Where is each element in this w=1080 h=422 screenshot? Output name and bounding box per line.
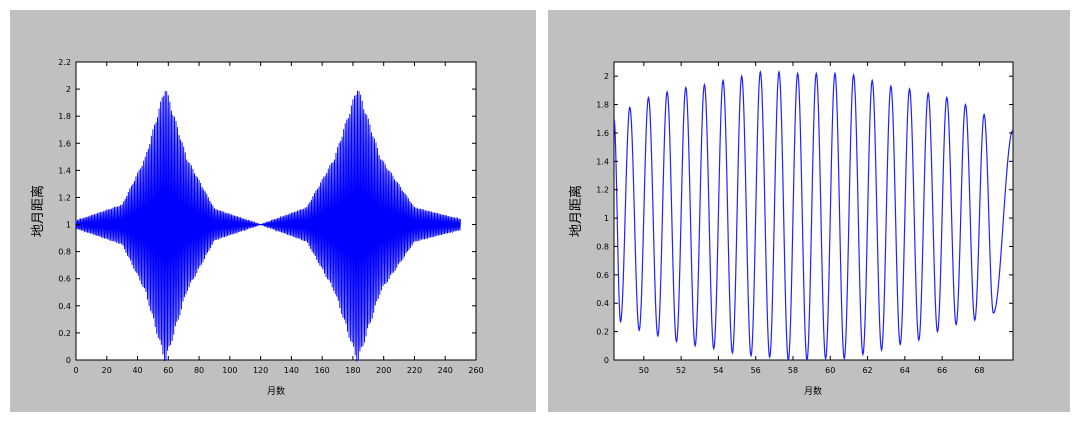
x-tick-label: 58: [788, 366, 798, 375]
x-tick-label: 62: [862, 366, 872, 375]
y-tick-label: 1.2: [58, 193, 71, 202]
x-axis-title-left: 月数: [267, 385, 285, 397]
y-tick-label: 2: [66, 85, 71, 94]
x-tick-label: 260: [468, 366, 483, 375]
chart-panel-left: 0 20 40 60 80 100 120 140 160 180 200 220 240 260 0 0.…: [10, 10, 536, 412]
y-tick-label: 1.4: [596, 157, 609, 166]
y-tick-label: 0.8: [58, 248, 71, 257]
y-tick-label: 0.6: [596, 271, 609, 280]
x-axis-right: 50 52 54 56 58 60 62 64 66 68: [639, 62, 985, 375]
plot-area-right: [613, 61, 1014, 361]
y-tick-label: 2: [604, 72, 609, 81]
y-tick-label: 0.6: [58, 275, 71, 284]
series-line-right: [614, 69, 1013, 360]
x-tick-label: 160: [315, 366, 330, 375]
x-tick-label: 180: [345, 366, 360, 375]
y-tick-label: 1.6: [58, 139, 71, 148]
y-tick-label: 0.4: [596, 299, 609, 308]
y-tick-label: 1.4: [58, 166, 71, 175]
x-tick-label: 54: [713, 366, 723, 375]
series-right: [614, 69, 1013, 360]
chart-right: 50 52 54 56 58 60 62 64 66 68 0 0.2 0.4 0.6 0.8 1 1.2 1.…: [568, 61, 1014, 397]
x-tick-label: 200: [376, 366, 391, 375]
x-tick-label: 68: [974, 366, 984, 375]
y-tick-label: 1.8: [596, 101, 609, 110]
x-tick-label: 60: [163, 366, 173, 375]
x-tick-label: 240: [438, 366, 453, 375]
y-tick-label: 1.2: [596, 186, 609, 195]
x-tick-label: 60: [825, 366, 835, 375]
y-axis-title-left: 地月距离: [30, 185, 46, 237]
y-tick-label: 0: [604, 356, 609, 365]
x-tick-label: 0: [73, 366, 78, 375]
x-tick-label: 64: [900, 366, 910, 375]
x-tick-label: 52: [676, 366, 686, 375]
x-tick-label: 100: [222, 366, 237, 375]
y-tick-label: 0: [66, 356, 71, 365]
y-axis-title-right: 地月距离: [568, 185, 584, 237]
x-tick-label: 120: [253, 366, 268, 375]
x-tick-label: 220: [407, 366, 422, 375]
y-tick-label: 1.8: [58, 112, 71, 121]
y-tick-label: 2.2: [58, 58, 71, 67]
x-tick-label: 66: [937, 366, 947, 375]
y-axis-right: 0 0.2 0.4 0.6 0.8 1 1.2 1.4 1.6 1.8 2: [596, 72, 1013, 365]
x-axis-title-right: 月数: [804, 385, 822, 397]
x-tick-label: 56: [751, 366, 761, 375]
y-tick-label: 1: [604, 214, 609, 223]
x-tick-label: 80: [194, 366, 204, 375]
y-axis-left: 0 0.2 0.4 0.6 0.8 1 1.2 1.4 1.6 1.8 2 2.2: [58, 58, 476, 365]
y-tick-label: 0.2: [58, 329, 71, 338]
x-tick-label: 140: [284, 366, 299, 375]
y-tick-label: 1: [66, 221, 71, 230]
y-tick-label: 0.2: [596, 328, 609, 337]
x-tick-label: 40: [132, 366, 142, 375]
y-tick-label: 0.4: [58, 302, 71, 311]
chart-left: 0 20 40 60 80 100 120 140 160 180 200 220 240 260 0 0.…: [30, 58, 484, 397]
chart-panel-right: 50 52 54 56 58 60 62 64 66 68 0 0.2 0.4 0.6 0.8 1 1.2 1.…: [548, 10, 1070, 412]
x-tick-label: 20: [102, 366, 112, 375]
y-tick-label: 0.8: [596, 242, 609, 251]
x-axis-left: 0 20 40 60 80 100 120 140 160 180 200 220 240 260: [73, 62, 484, 375]
x-tick-label: 50: [639, 366, 649, 375]
series-line-left: [75, 90, 462, 362]
y-tick-label: 1.6: [596, 129, 609, 138]
series-left: [75, 90, 462, 362]
